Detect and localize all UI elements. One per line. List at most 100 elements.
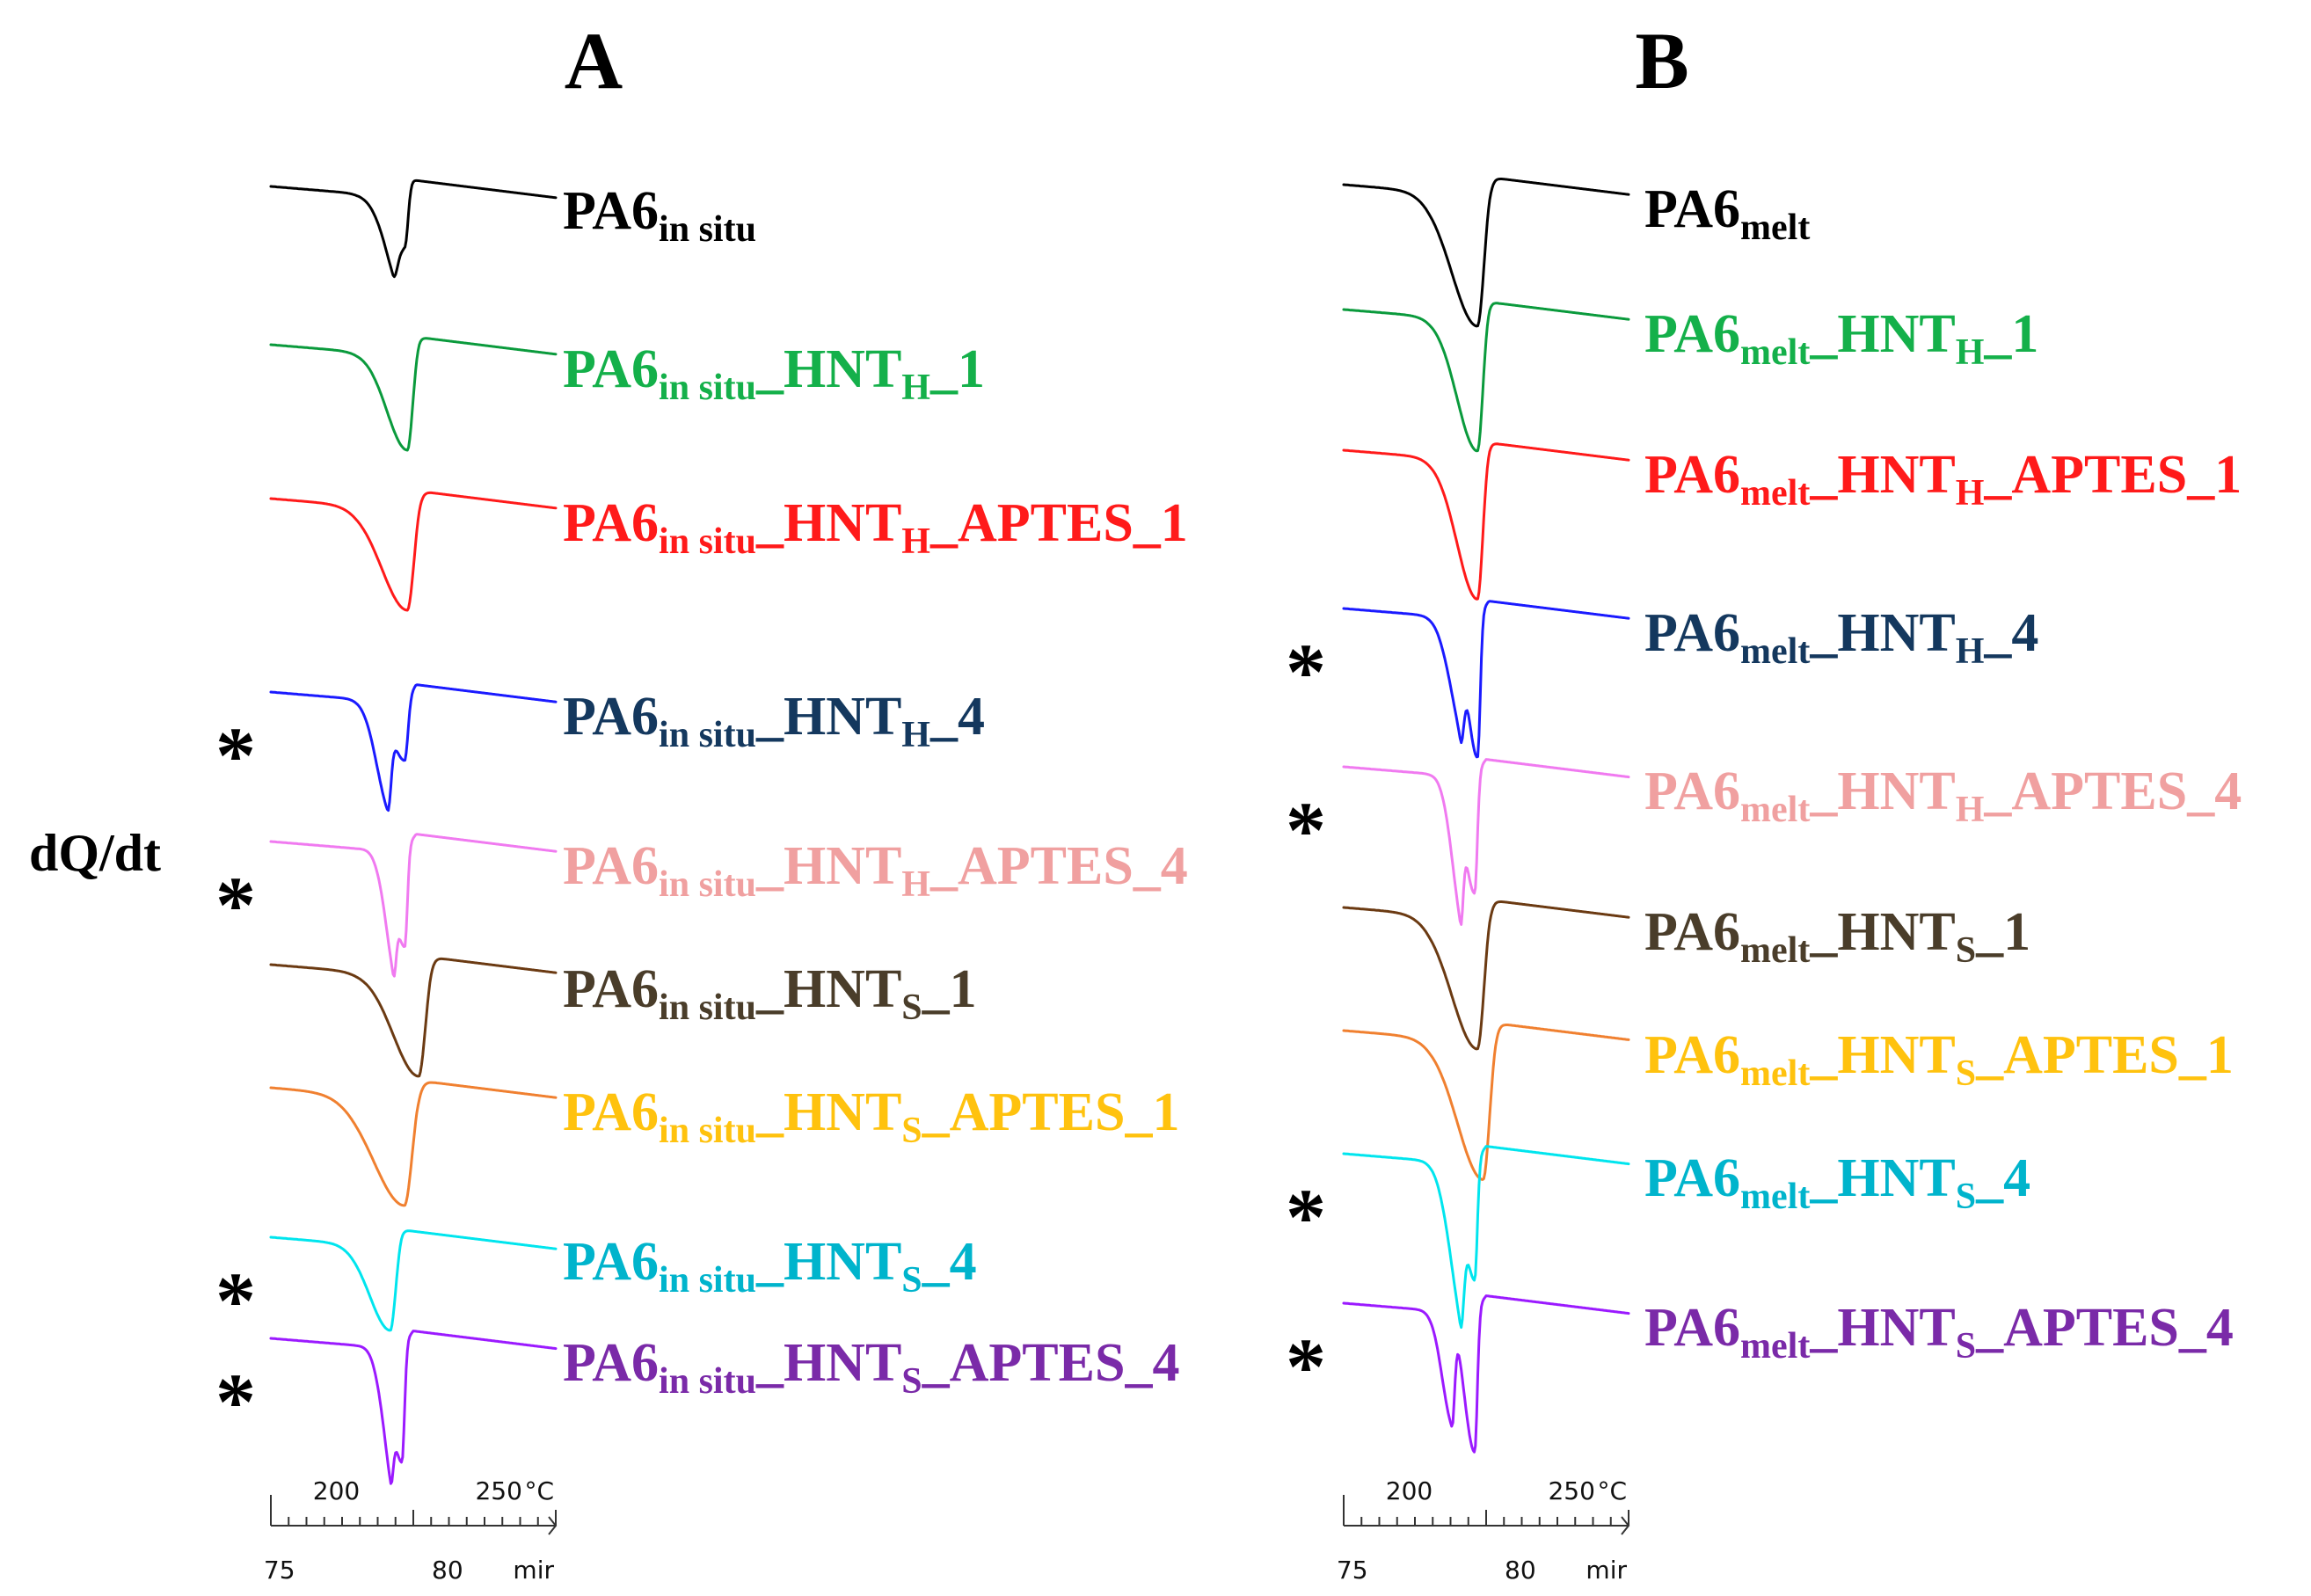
label-text: _HNT — [1809, 762, 1955, 821]
time-tick-label: 75 — [264, 1556, 295, 1585]
trace-a-0 — [269, 179, 558, 279]
axis-arrow — [548, 1516, 558, 1535]
trace-a-4 — [269, 833, 558, 978]
trace-b-6 — [1342, 1024, 1630, 1181]
label-text: PA6 — [1644, 1148, 1740, 1208]
series-label-a-7: PA6in situ_HNTS_4 — [563, 1232, 977, 1301]
series-label-b-4: PA6melt_HNTH_APTES_4 — [1644, 762, 2242, 830]
temperature-tick-label: 200 — [313, 1476, 360, 1505]
series-label-a-1: PA6in situ_HNTH_1 — [563, 339, 985, 408]
label-subscript: S — [1956, 1326, 1976, 1366]
label-text: _1 — [1983, 304, 2038, 364]
label-text: _HNT — [755, 1232, 901, 1292]
label-text: _APTES_1 — [922, 1082, 1180, 1142]
series-label-a-2: PA6in situ_HNTH_APTES_1 — [563, 493, 1188, 562]
label-text: _APTES_4 — [1983, 762, 2242, 821]
label-text: _HNT — [755, 959, 901, 1019]
label-text: _APTES_1 — [1983, 445, 2242, 505]
label-subscript: melt — [1740, 631, 1810, 672]
label-text: _APTES_4 — [930, 836, 1188, 896]
trace-a-2 — [269, 491, 558, 612]
trace-b-4 — [1342, 758, 1630, 926]
series-label-b-2: PA6melt_HNTH_APTES_1 — [1644, 445, 2242, 514]
label-subscript: S — [1956, 1053, 1976, 1094]
trace-b-5 — [1342, 900, 1630, 1051]
series-label-a-3: PA6in situ_HNTH_4 — [563, 687, 985, 755]
label-text: PA6 — [563, 339, 659, 399]
trace-a-5 — [269, 957, 558, 1078]
label-text: _4 — [922, 1232, 977, 1292]
label-text: PA6 — [563, 493, 659, 553]
label-text: PA6 — [1644, 304, 1740, 364]
label-text: _APTES_4 — [1975, 1298, 2234, 1358]
label-text: PA6 — [563, 687, 659, 747]
star-marker-b-7: * — [1286, 1172, 1326, 1262]
label-subscript: in situ — [659, 1111, 756, 1151]
series-label-b-3: PA6melt_HNTH_4 — [1644, 603, 2038, 672]
label-text: _4 — [930, 687, 985, 747]
label-text: _APTES_1 — [1975, 1025, 2234, 1085]
label-text: PA6 — [563, 1232, 659, 1292]
star-marker-b-8: * — [1286, 1322, 1326, 1411]
label-text: PA6 — [1644, 1298, 1740, 1358]
label-text: _HNT — [1809, 304, 1955, 364]
series-label-a-5: PA6in situ_HNTS_1 — [563, 959, 977, 1028]
label-text: PA6 — [563, 1333, 659, 1393]
label-text: _HNT — [1809, 1148, 1955, 1208]
star-marker-a-7: * — [215, 1256, 256, 1345]
trace-a-6 — [269, 1081, 558, 1207]
series-label-b-5: PA6melt_HNTS_1 — [1644, 902, 2030, 971]
label-text: _HNT — [755, 836, 901, 896]
label-subscript: melt — [1740, 332, 1810, 373]
label-text: PA6 — [1644, 603, 1740, 663]
label-text: _HNT — [755, 1333, 901, 1393]
label-subscript: in situ — [659, 864, 756, 905]
panel-b-letter: B — [1635, 16, 1688, 106]
axis-arrow — [1621, 1516, 1630, 1535]
label-subscript: melt — [1740, 1177, 1810, 1217]
label-subscript: melt — [1740, 473, 1810, 514]
temperature-unit: °C — [524, 1476, 554, 1505]
temperature-tick-label: 200 — [1386, 1476, 1433, 1505]
label-text: _1 — [930, 339, 985, 399]
label-subscript: H — [1956, 332, 1985, 373]
label-subscript: melt — [1740, 1053, 1810, 1094]
label-subscript: in situ — [659, 209, 756, 250]
star-marker-a-8: * — [215, 1357, 256, 1447]
label-text: PA6 — [1644, 445, 1740, 505]
label-subscript: H — [901, 368, 930, 408]
label-subscript: melt — [1740, 930, 1810, 971]
time-tick-label: 80 — [432, 1556, 463, 1585]
label-text: _HNT — [755, 1082, 901, 1142]
trace-a-7 — [269, 1229, 558, 1332]
series-label-b-0: PA6melt — [1644, 179, 1810, 248]
label-subscript: melt — [1740, 1326, 1810, 1366]
series-label-a-0: PA6in situ — [563, 181, 756, 250]
label-text: _HNT — [1809, 1025, 1955, 1085]
time-tick-label: 75 — [1337, 1556, 1368, 1585]
label-subscript: S — [901, 1111, 922, 1151]
trace-a-3 — [269, 683, 558, 813]
label-text: _APTES_1 — [930, 493, 1188, 553]
label-subscript: in situ — [659, 368, 756, 408]
panel-a-letter: A — [565, 16, 623, 106]
series-label-b-6: PA6melt_HNTS_APTES_1 — [1644, 1025, 2234, 1094]
label-subscript: H — [1956, 631, 1985, 672]
y-axis-label: dQ/dt — [29, 824, 161, 882]
trace-a-1 — [269, 337, 558, 452]
label-text: PA6 — [1644, 762, 1740, 821]
label-subscript: S — [901, 1260, 922, 1301]
label-subscript: H — [901, 521, 930, 562]
label-subscript: S — [901, 987, 922, 1028]
label-subscript: in situ — [659, 1361, 756, 1402]
series-label-b-8: PA6melt_HNTS_APTES_4 — [1644, 1298, 2234, 1366]
star-marker-a-3: * — [215, 711, 256, 800]
label-text: PA6 — [563, 1082, 659, 1142]
series-label-a-8: PA6in situ_HNTS_APTES_4 — [563, 1333, 1180, 1402]
label-subscript: H — [901, 864, 930, 905]
label-text: PA6 — [1644, 179, 1740, 239]
trace-b-1 — [1342, 302, 1630, 453]
label-subscript: S — [1956, 930, 1976, 971]
label-text: _HNT — [1809, 902, 1955, 962]
label-text: PA6 — [563, 836, 659, 896]
